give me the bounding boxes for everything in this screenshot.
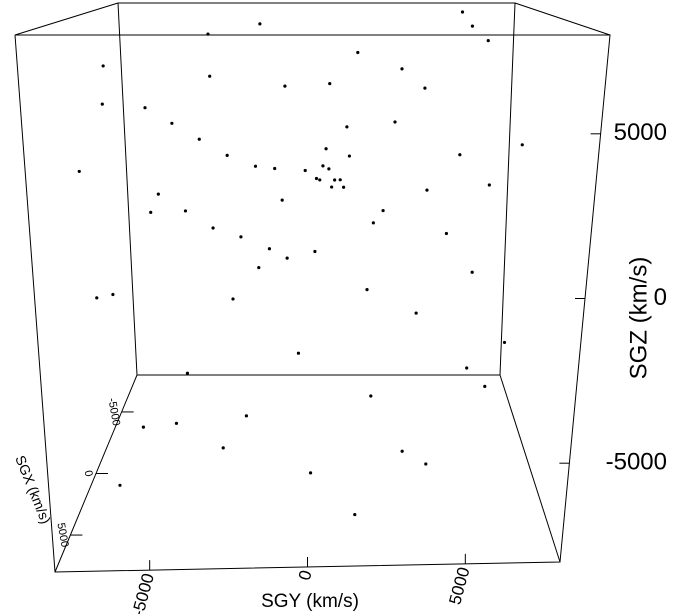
y-tick-label: -5000 — [128, 571, 158, 614]
point — [444, 231, 449, 236]
point — [244, 414, 249, 418]
point — [143, 106, 147, 110]
point — [353, 512, 357, 517]
point — [356, 50, 360, 55]
x-tick-label: -5000 — [105, 397, 122, 427]
point — [225, 153, 229, 157]
point — [318, 178, 322, 182]
point — [425, 188, 429, 192]
y-tick-label: 5000 — [445, 565, 473, 606]
point — [285, 256, 289, 260]
point — [347, 154, 352, 158]
box-edge — [514, 2, 611, 36]
point — [185, 371, 190, 375]
point — [156, 192, 160, 196]
point — [174, 421, 179, 425]
point — [365, 288, 369, 292]
point — [333, 178, 337, 182]
x-tick-label: 5000 — [54, 522, 70, 548]
point — [327, 167, 331, 171]
x-tick-label: 0 — [82, 469, 95, 477]
point — [101, 64, 105, 68]
point — [231, 297, 235, 301]
point — [483, 384, 487, 389]
point — [314, 176, 319, 181]
z-tick-label: -5000 — [606, 449, 667, 476]
point — [502, 340, 507, 345]
x-axis-title: SGX (km/s) — [12, 453, 54, 526]
y-axis-title: SGY (km/s) — [261, 591, 359, 612]
point — [369, 394, 373, 398]
point — [170, 121, 174, 125]
point — [371, 221, 375, 225]
point — [95, 296, 99, 300]
point — [221, 446, 225, 450]
point — [77, 169, 81, 174]
point — [520, 143, 524, 147]
point — [280, 198, 284, 202]
z-tick-label: 5000 — [614, 119, 667, 146]
point — [141, 425, 146, 429]
front-face — [14, 34, 611, 573]
point — [273, 166, 277, 171]
point — [211, 226, 215, 230]
box-edge — [14, 2, 119, 36]
box — [14, 2, 611, 573]
point — [206, 32, 210, 36]
point — [313, 249, 317, 254]
point — [283, 84, 287, 88]
box-edge — [499, 374, 561, 563]
point — [465, 366, 469, 370]
point — [460, 10, 465, 14]
point — [424, 462, 428, 466]
point — [487, 183, 491, 187]
point — [345, 125, 349, 129]
point — [267, 247, 272, 251]
point — [208, 74, 212, 78]
point — [458, 153, 462, 157]
point — [423, 86, 427, 90]
point — [296, 351, 301, 355]
point — [118, 483, 122, 487]
point — [400, 449, 404, 453]
point — [381, 208, 385, 213]
point — [400, 67, 404, 71]
y-tick-label: 0 — [295, 568, 316, 582]
point — [324, 147, 328, 151]
point — [470, 24, 475, 28]
point — [338, 178, 342, 182]
point — [253, 164, 258, 168]
point — [470, 270, 474, 274]
point — [183, 209, 188, 213]
point — [111, 292, 115, 297]
point — [100, 102, 104, 106]
point — [414, 311, 418, 315]
point — [257, 265, 261, 270]
point — [330, 185, 334, 189]
z-tick-label: 0 — [654, 284, 667, 311]
point — [321, 164, 325, 168]
point — [197, 137, 201, 141]
point — [328, 81, 332, 86]
point — [393, 120, 397, 124]
point — [308, 471, 313, 475]
point — [239, 235, 243, 239]
z-axis-title: SGZ (km/s) — [625, 257, 652, 380]
point — [149, 210, 153, 214]
point — [258, 22, 262, 26]
back-face — [117, 2, 516, 376]
point — [303, 168, 307, 173]
point — [342, 185, 346, 189]
point — [486, 39, 490, 43]
